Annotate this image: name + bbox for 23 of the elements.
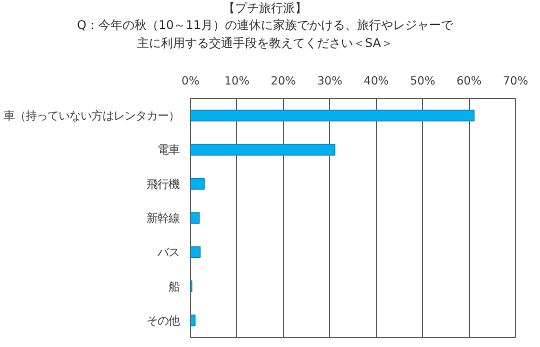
bar: [190, 110, 475, 122]
bar: [190, 144, 336, 156]
bar: [190, 314, 196, 326]
x-tick-label: 70%: [502, 74, 528, 88]
chart-title: 【プチ旅行派】: [222, 0, 308, 17]
bar: [190, 246, 201, 258]
y-tick-label: 車（持っていない方はレンタカー）: [4, 108, 180, 123]
bar: [190, 178, 205, 190]
y-tick-label: 船: [168, 279, 180, 294]
y-tick-label: 電車: [158, 142, 180, 157]
x-tick-label: 60%: [456, 74, 482, 88]
bar: [190, 212, 200, 224]
chart-subtitle: Q：今年の秋（10～11月）の連休に家族でかける、旅行やレジャーで主に利用する交通手段を教えてください＜SA＞: [76, 17, 454, 52]
x-tick-label: 30%: [317, 74, 343, 88]
x-tick-label: 0%: [182, 74, 200, 88]
y-tick-label: 飛行機: [146, 176, 180, 191]
x-tick-label: 50%: [410, 74, 436, 88]
x-tick-label: 40%: [364, 74, 390, 88]
y-tick-label: 新幹線: [146, 211, 180, 225]
x-tick-label: 20%: [270, 74, 296, 88]
y-tick-label: バス: [156, 245, 180, 260]
x-tick-label: 10%: [224, 74, 250, 88]
y-tick-label: その他: [146, 313, 180, 328]
